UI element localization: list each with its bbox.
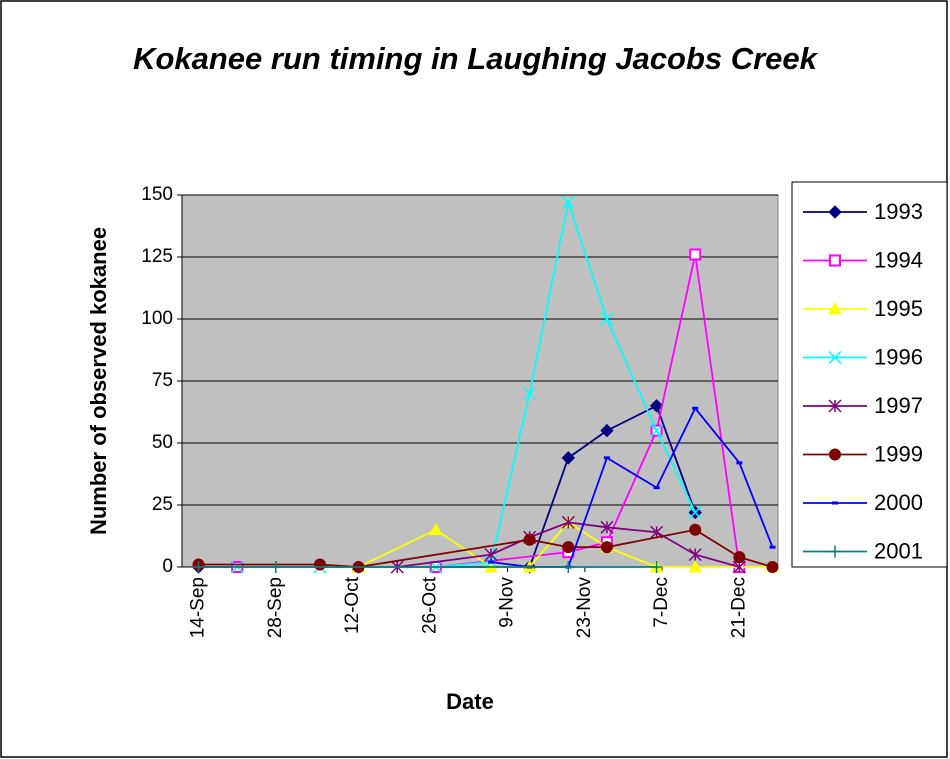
marker xyxy=(600,312,614,326)
marker xyxy=(829,545,841,558)
marker xyxy=(561,195,575,209)
series-line xyxy=(397,521,740,568)
marker-shape xyxy=(561,451,576,465)
marker xyxy=(688,559,703,573)
marker-shape xyxy=(600,423,614,438)
marker-shape xyxy=(561,515,575,529)
marker xyxy=(523,533,536,546)
marker-shape xyxy=(562,541,575,554)
marker-shape xyxy=(561,195,575,209)
marker-shape xyxy=(313,558,326,571)
marker xyxy=(733,551,746,564)
x-axis-title: Date xyxy=(446,689,494,714)
marker xyxy=(600,520,614,534)
marker xyxy=(689,523,702,536)
marker-shape xyxy=(828,205,842,219)
legend-label: 1995 xyxy=(874,296,923,321)
marker-shape xyxy=(600,541,613,554)
marker xyxy=(828,399,842,413)
marker xyxy=(828,301,842,315)
x-tick-label: 9-Nov xyxy=(497,577,518,628)
marker-shape xyxy=(523,386,537,400)
marker xyxy=(689,248,702,261)
y-tick-label: 25 xyxy=(152,494,173,515)
marker xyxy=(192,561,205,573)
marker-shape xyxy=(484,548,498,562)
x-tick-label: 7-Dec xyxy=(651,577,672,628)
marker xyxy=(562,561,575,573)
x-tick-label: 12-Oct xyxy=(342,576,363,634)
marker-shape xyxy=(732,560,746,574)
marker xyxy=(313,558,326,571)
marker xyxy=(562,541,575,554)
marker xyxy=(688,548,702,562)
x-tick-label: 28-Sep xyxy=(265,577,286,638)
chart-title: Kokanee run timing in Laughing Jacobs Cr… xyxy=(133,41,817,76)
marker xyxy=(600,423,614,438)
marker xyxy=(429,522,443,536)
marker-shape xyxy=(689,523,702,536)
marker xyxy=(766,561,779,573)
legend-label: 1993 xyxy=(874,199,923,224)
legend-label: 2001 xyxy=(874,538,923,563)
marker-shape xyxy=(600,312,614,326)
marker-shape xyxy=(733,551,746,564)
marker-shape xyxy=(650,525,664,539)
x-tick-label: 23-Nov xyxy=(574,577,595,639)
marker xyxy=(650,424,664,438)
legend-label: 1994 xyxy=(874,247,923,272)
legend-label: 1997 xyxy=(874,393,923,418)
marker-shape xyxy=(600,520,614,534)
marker xyxy=(561,515,575,529)
marker xyxy=(650,561,663,573)
marker xyxy=(829,254,841,267)
marker-shape xyxy=(829,448,841,461)
marker-shape xyxy=(650,424,664,438)
marker xyxy=(561,451,576,465)
marker-shape xyxy=(689,248,702,261)
y-tick-label: 50 xyxy=(152,432,173,453)
marker xyxy=(828,350,842,365)
marker-shape xyxy=(649,399,664,413)
legend-box xyxy=(791,181,948,568)
y-axis-title: Number of observed kokanee xyxy=(86,227,111,535)
marker-shape xyxy=(828,350,842,365)
marker-shape xyxy=(688,559,703,573)
legend-label: 1999 xyxy=(874,441,923,466)
marker xyxy=(523,386,537,400)
marker-shape xyxy=(523,533,536,546)
marker-shape xyxy=(828,301,842,315)
marker-shape xyxy=(688,548,702,562)
marker xyxy=(829,448,841,461)
marker xyxy=(649,399,664,413)
y-tick-label: 100 xyxy=(141,308,173,329)
x-tick-label: 21-Dec xyxy=(728,577,749,638)
legend-label: 2000 xyxy=(874,490,923,515)
marker-shape xyxy=(688,505,702,519)
marker xyxy=(688,505,702,519)
y-tick-label: 75 xyxy=(152,370,173,391)
marker-shape xyxy=(429,522,443,536)
x-tick-label: 14-Sep xyxy=(188,577,209,638)
marker xyxy=(484,548,498,562)
marker-shape xyxy=(766,561,779,573)
y-tick-label: 0 xyxy=(162,556,173,577)
y-tick-label: 150 xyxy=(141,184,173,205)
x-tick-label: 26-Oct xyxy=(419,576,440,634)
marker xyxy=(600,541,613,554)
marker xyxy=(269,561,282,573)
marker-shape xyxy=(829,254,841,267)
marker xyxy=(828,205,842,219)
marker-shape xyxy=(828,399,842,413)
legend-label: 1996 xyxy=(874,344,923,369)
y-tick-label: 125 xyxy=(141,246,173,267)
